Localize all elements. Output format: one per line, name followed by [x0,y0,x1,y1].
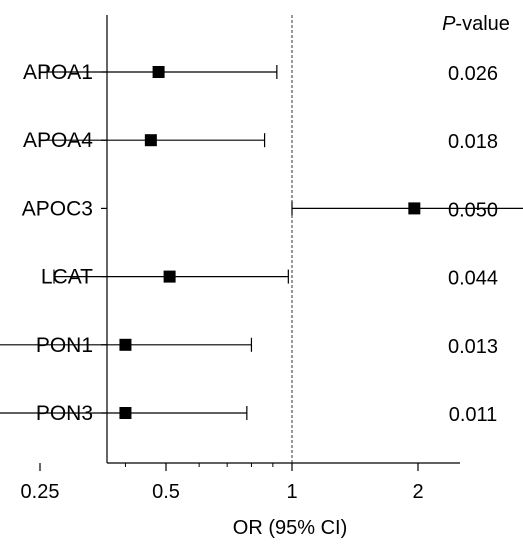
or-point-marker [144,134,157,147]
forest-rows: APOA1 0.026 APOA4 0.018 APOC3 0.050 LCAT 0.044 P… [0,61,523,426]
p-value: 0.050 [448,199,498,221]
or-point-marker [119,338,132,351]
x-tick-label: 1 [286,481,297,503]
pvalue-header: P-value [442,13,510,35]
p-value: 0.044 [448,268,498,290]
forest-row: APOA4 0.018 [23,129,498,153]
forest-row: APOA1 0.026 [23,61,498,85]
row-label: APOC3 [22,197,93,220]
or-point-marker [119,407,132,419]
x-axis-title: OR (95% CI) [233,517,347,539]
p-value: 0.011 [449,404,498,426]
forest-row: APOC3 0.050 [22,197,523,221]
p-value: 0.026 [448,63,498,85]
forest-row: PON3 0.011 [0,402,497,426]
or-point-marker [152,66,165,78]
or-point-marker [408,202,421,215]
x-major-ticks: 0.250.5124 [21,463,424,503]
axes [106,15,460,464]
x-tick-label: 0.5 [152,481,180,503]
forest-row: PON1 0.013 [0,334,498,358]
forest-row: LCAT 0.044 [41,266,498,290]
x-tick-label: 0.25 [21,481,60,503]
p-value: 0.018 [448,131,498,153]
x-tick-label: 2 [412,481,423,503]
or-point-marker [163,270,176,283]
p-value: 0.013 [448,336,498,358]
